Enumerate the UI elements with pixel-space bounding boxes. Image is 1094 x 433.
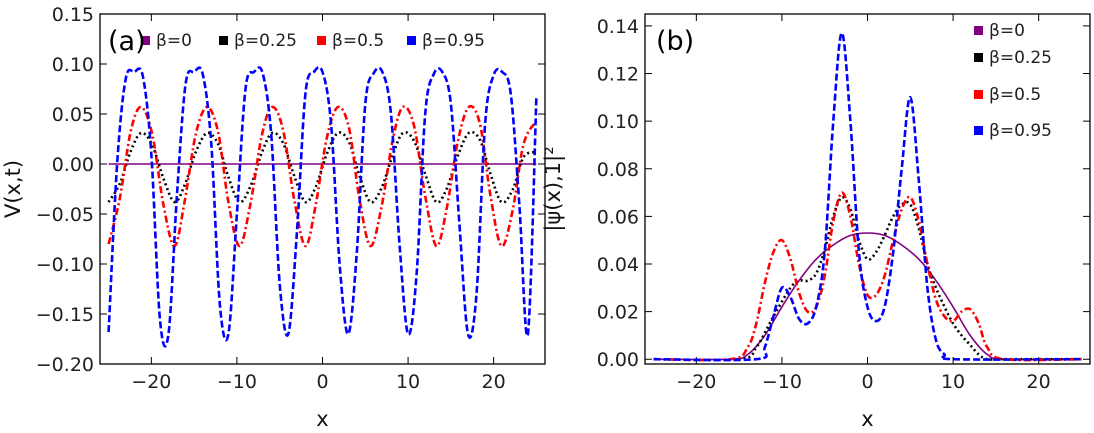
y-tick-label: −0.10 xyxy=(36,254,94,276)
y-tick-label: −0.20 xyxy=(36,354,94,376)
y-tick-label: 0.06 xyxy=(597,206,639,228)
x-tick-label: 20 xyxy=(1027,371,1051,393)
y-tick-label: 0.10 xyxy=(597,111,639,133)
legend-label: β=0.95 xyxy=(422,31,485,51)
legend-label: β=0.5 xyxy=(989,85,1041,105)
legend-swatch xyxy=(974,53,983,62)
legend-swatch xyxy=(317,36,326,45)
y-tick-label: 0.04 xyxy=(597,254,639,276)
series-line-3 xyxy=(107,65,538,348)
y-tick-label: 0.12 xyxy=(597,64,639,86)
panel-label: (b) xyxy=(656,26,694,57)
legend-label: β=0.25 xyxy=(234,31,297,51)
panel-a: −20 −10 0 10 20 −0.20 −0.15 −0.10 −0.05 0.00 0.05 0… xyxy=(1,4,546,431)
x-tick-label: 20 xyxy=(482,371,506,393)
x-tick-label: −10 xyxy=(762,371,802,393)
legend-label: β=0 xyxy=(156,31,192,51)
y-tick-label: −0.05 xyxy=(36,204,94,226)
y-tick-label: 0.10 xyxy=(52,54,94,76)
legend-swatch xyxy=(407,36,416,45)
legend-label: β=0 xyxy=(989,21,1025,41)
y-axis-label: |ψ(x),1|² xyxy=(541,146,566,231)
series-line-3 xyxy=(653,31,1082,362)
x-tick-label: 0 xyxy=(861,371,873,393)
y-tick-label: 0.02 xyxy=(597,302,639,324)
y-tick-label: 0.00 xyxy=(52,154,94,176)
x-tick-label: −20 xyxy=(676,371,716,393)
legend-swatch xyxy=(141,36,150,45)
x-tick-label: 0 xyxy=(316,371,328,393)
legend-label: β=0.5 xyxy=(332,31,384,51)
legend-label: β=0.25 xyxy=(989,48,1052,68)
x-axis-label: x xyxy=(861,407,873,431)
legend-label: β=0.95 xyxy=(989,121,1052,141)
y-tick-label: 0.15 xyxy=(52,4,94,26)
y-tick-label: 0.14 xyxy=(597,16,639,38)
y-tick-label: −0.15 xyxy=(36,304,94,326)
y-tick-label: 0.00 xyxy=(597,349,639,371)
x-tick-label: −10 xyxy=(217,371,257,393)
y-tick-label: 0.08 xyxy=(597,159,639,181)
series-line-2 xyxy=(107,104,538,248)
y-axis-label: V(x,t) xyxy=(1,160,25,218)
x-axis-label: x xyxy=(316,407,328,431)
series-line-1 xyxy=(107,130,537,204)
y-tick-label: 0.05 xyxy=(52,104,94,126)
legend-swatch xyxy=(219,36,228,45)
panel-b: −20 −10 0 10 20 0.00 0.02 0.04 0.06 0.08 0.10 0.12 0… xyxy=(541,13,1091,431)
legend-swatch xyxy=(974,126,983,135)
x-tick-label: 10 xyxy=(396,371,420,393)
panel-label: (a) xyxy=(108,26,146,57)
series-line-2 xyxy=(653,191,1082,362)
legend-swatch xyxy=(974,26,983,35)
legend-swatch xyxy=(974,90,983,99)
series-line-1 xyxy=(653,195,1082,362)
x-tick-label: 10 xyxy=(941,371,965,393)
x-tick-label: −20 xyxy=(131,371,171,393)
series-line-0 xyxy=(653,232,1082,361)
